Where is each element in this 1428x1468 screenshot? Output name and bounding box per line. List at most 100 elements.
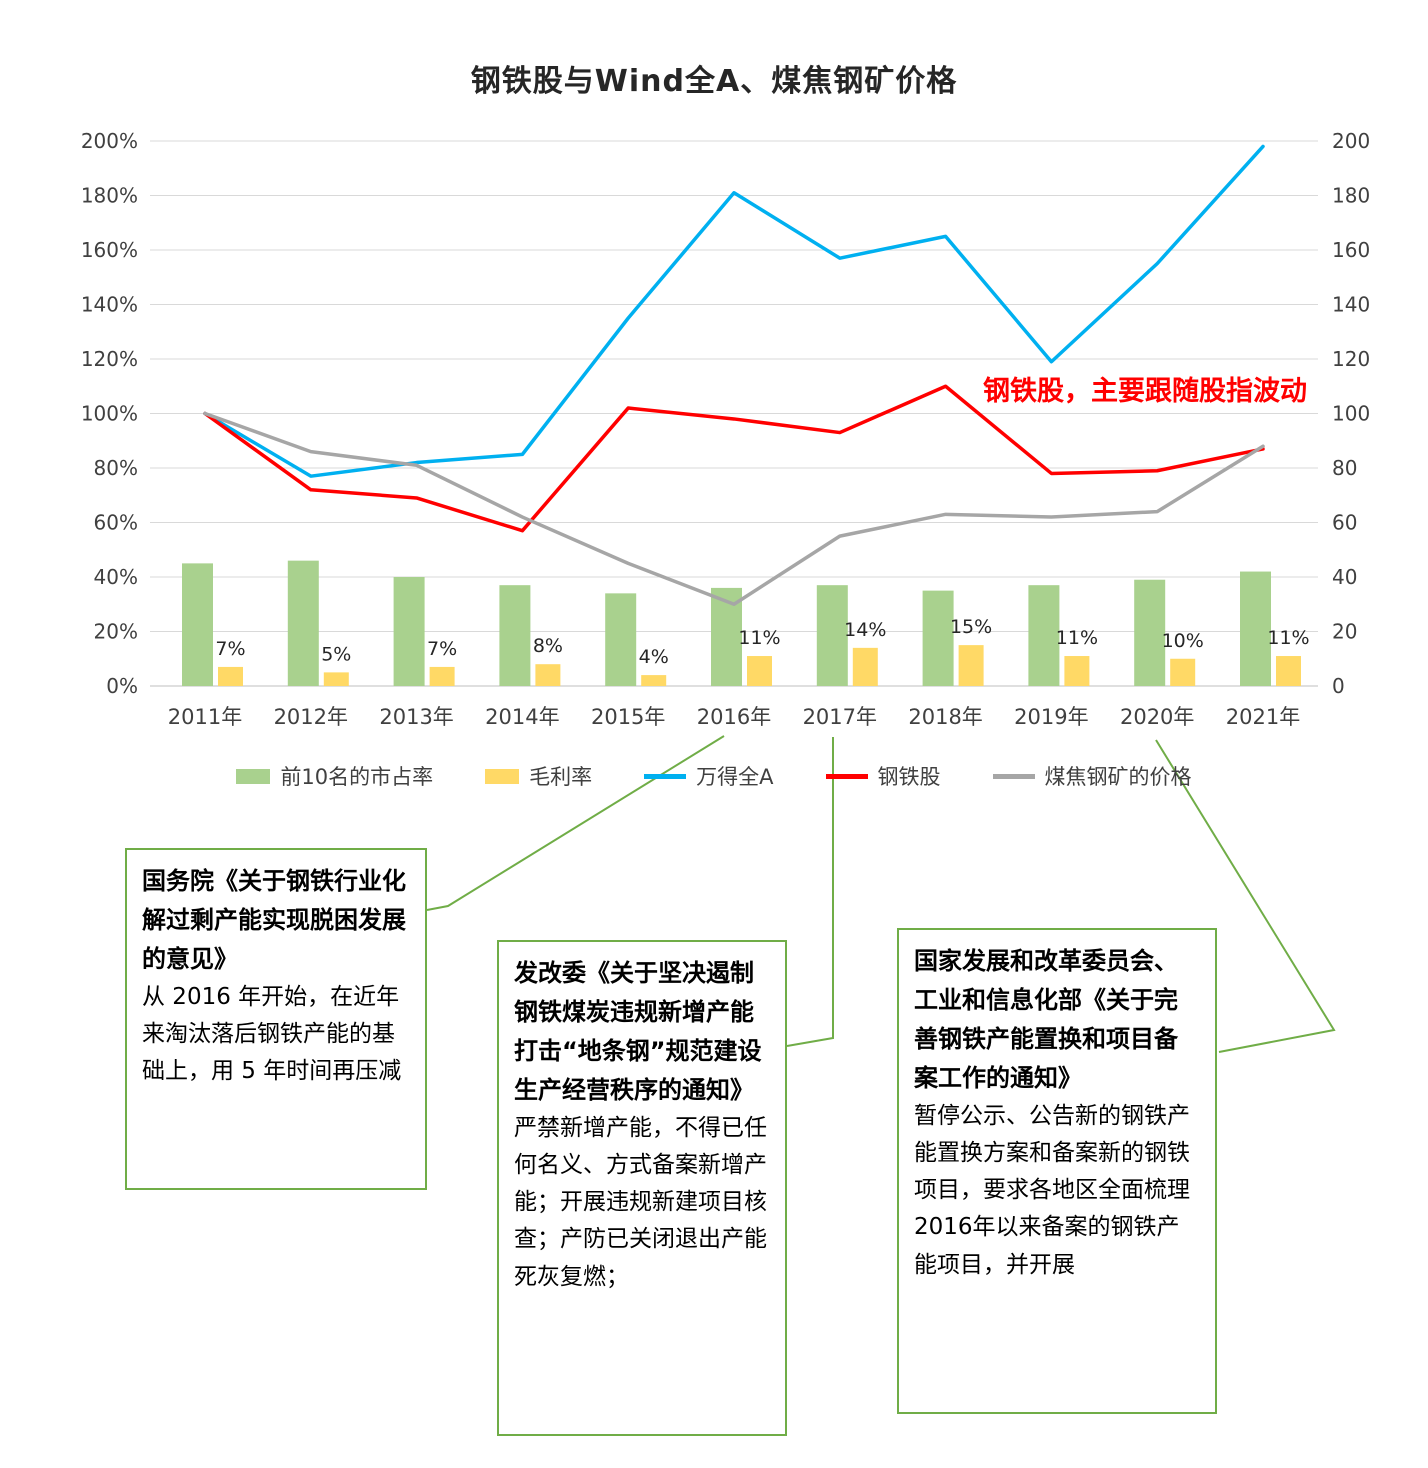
x-axis-label: 2014年 [485,705,559,729]
legend-label: 毛利率 [529,765,593,789]
x-axis-label: 2015年 [591,705,665,729]
y-axis-left-label: 140% [81,293,138,317]
bar-毛利率 [1170,658,1196,686]
bar-前10名的市占率 [182,563,213,686]
chart-legend: 前10名的市占率 毛利率 万得全A 钢铁股 煤焦钢矿的价格 [0,761,1428,791]
bar-data-label: 7% [215,638,245,660]
bar-毛利率 [641,675,667,686]
y-axis-right-label: 60 [1332,511,1357,535]
legend-swatch-icon [236,768,271,784]
callout-body: 严禁新增产能，不得已任何名义、方式备案新增产能；开展违规新建项目核查；产防已关闭… [514,1114,767,1290]
x-axis-label: 2018年 [908,705,982,729]
bar-毛利率 [218,666,243,686]
x-axis-label: 2020年 [1120,705,1194,729]
bar-data-label: 5% [321,643,351,665]
y-axis-right-label: 80 [1332,456,1357,480]
bar-前10名的市占率 [287,560,319,686]
y-axis-right-label: 120 [1332,347,1370,371]
callout-connector-line [426,735,725,911]
legend-item-0: 前10名的市占率 [236,761,433,791]
legend-swatch-icon [644,773,687,779]
bar-前10名的市占率 [816,585,848,686]
callout-title: 国务院《关于钢铁行业化解过剩产能实现脱困发展的意见》 [142,867,406,973]
callout-capacity-swap-notice: 国家发展和改革委员会、工业和信息化部《关于完善钢铁产能置换和项目备案工作的通知》… [897,928,1217,1414]
callout-body: 从 2016 年开始，在近年来淘汰落后钢铁产能的基础上，用 5 年时间再压减 [142,983,402,1085]
bar-前10名的市占率 [499,585,531,686]
bar-data-label: 15% [950,616,992,638]
bar-data-label: 8% [533,635,563,657]
bar-data-label: 10% [1162,630,1204,652]
bar-毛利率 [535,664,561,686]
bar-毛利率 [1064,656,1090,686]
line-万得全A [203,144,1265,478]
x-axis-label: 2021年 [1226,705,1300,729]
y-axis-left-label: 160% [81,238,138,262]
bar-毛利率 [747,656,772,686]
legend-swatch-icon [485,768,520,784]
y-axis-right-label: 140 [1332,293,1370,317]
bar-毛利率 [852,647,878,686]
callout-title: 国家发展和改革委员会、工业和信息化部《关于完善钢铁产能置换和项目备案工作的通知》 [914,947,1178,1092]
callout-body: 暂停公示、公告新的钢铁产能置换方案和备案新的钢铁项目，要求各地区全面梳理2016… [914,1102,1190,1278]
legend-swatch-icon [825,773,868,779]
legend-label: 钢铁股 [877,765,941,789]
legend-swatch-icon [992,773,1035,779]
callout-state-council-notice: 国务院《关于钢铁行业化解过剩产能实现脱困发展的意见》 从 2016 年开始，在近… [125,848,427,1190]
y-axis-left-label: 180% [81,184,138,208]
x-axis-label: 2013年 [379,705,453,729]
x-axis-label: 2017年 [803,705,877,729]
bar-前10名的市占率 [605,593,637,686]
y-axis-left-label: 100% [81,402,138,426]
callout-ndrc-notice: 发改委《关于坚决遏制钢铁煤炭违规新增产能打击“地条钢”规范建设生产经营秩序的通知… [497,940,787,1436]
y-axis-left-label: 120% [81,347,138,371]
y-axis-left-label: 200% [81,129,138,153]
line-钢铁股 [203,384,1265,533]
bar-data-label: 14% [844,619,886,641]
bar-前10名的市占率 [1134,579,1166,686]
y-axis-left-label: 60% [94,511,138,535]
chart-title: 钢铁股与Wind全A、煤焦钢矿价格 [470,64,958,99]
bar-前10名的市占率 [1240,571,1271,686]
y-axis-left-label: 0% [106,674,138,698]
y-axis-left-label: 40% [94,565,138,589]
bar-前10名的市占率 [1028,585,1060,686]
bar-data-label: 11% [1056,627,1098,649]
bar-data-label: 11% [1267,627,1309,649]
y-axis-right-label: 180 [1332,184,1370,208]
y-axis-right-label: 100 [1332,402,1370,426]
annotation-steel-follows-index: 钢铁股，主要跟随股指波动 [983,376,1307,407]
legend-item-2: 万得全A [644,761,774,791]
bar-data-label: 7% [427,638,457,660]
callout-connector-line [786,737,834,1047]
legend-label: 前10名的市占率 [280,765,434,789]
legend-label: 煤焦钢矿的价格 [1044,765,1192,789]
y-axis-left-label: 20% [94,620,138,644]
legend-item-1: 毛利率 [485,761,592,791]
x-axis-label: 2016年 [697,705,771,729]
bar-毛利率 [958,645,984,686]
x-axis-label: 2019年 [1014,705,1088,729]
bar-毛利率 [323,672,349,686]
y-axis-left-label: 80% [94,456,138,480]
bar-毛利率 [1276,656,1301,686]
bar-data-label: 4% [639,646,669,668]
bar-前10名的市占率 [922,590,954,686]
bar-data-label: 11% [738,627,780,649]
y-axis-right-label: 20 [1332,620,1357,644]
legend-label: 万得全A [696,765,774,789]
y-axis-right-label: 200 [1332,129,1370,153]
bar-毛利率 [429,666,455,686]
callout-connector-line [1155,739,1336,1053]
y-axis-right-label: 160 [1332,238,1370,262]
callout-title: 发改委《关于坚决遏制钢铁煤炭违规新增产能打击“地条钢”规范建设生产经营秩序的通知… [514,959,762,1104]
line-煤焦钢矿的价格 [203,411,1265,606]
bar-前10名的市占率 [393,577,425,686]
x-axis-label: 2011年 [168,705,242,729]
y-axis-right-label: 40 [1332,565,1357,589]
x-axis-label: 2012年 [274,705,348,729]
y-axis-right-label: 0 [1332,674,1345,698]
legend-item-4: 煤焦钢矿的价格 [992,761,1192,791]
legend-item-3: 钢铁股 [825,761,941,791]
